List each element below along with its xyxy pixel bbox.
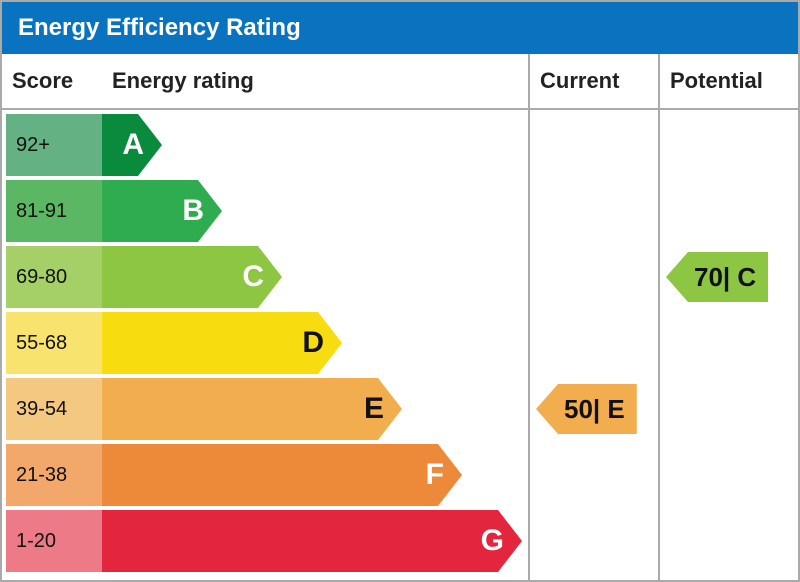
score-range: 1-20 [6,510,102,572]
rating-row-c: 69-80C [6,246,528,308]
score-range: 69-80 [6,246,102,308]
pointers-area: 50| E 70| C [528,110,798,580]
score-range: 39-54 [6,378,102,440]
score-range: 55-68 [6,312,102,374]
rating-bar-d: D [102,312,342,374]
rating-row-a: 92+A [6,114,528,176]
current-column: 50| E [528,110,658,580]
score-range: 21-38 [6,444,102,506]
rating-bar-f: F [102,444,462,506]
rating-bar-e: E [102,378,402,440]
rating-row-b: 81-91B [6,180,528,242]
col-header-potential: Potential [658,54,798,108]
potential-column: 70| C [658,110,798,580]
chart-body: 92+A81-91B69-80C55-68D39-54E21-38F1-20G … [2,110,798,580]
rating-bars-area: 92+A81-91B69-80C55-68D39-54E21-38F1-20G [2,110,528,580]
rating-row-d: 55-68D [6,312,528,374]
chart-title: Energy Efficiency Rating [2,2,798,54]
energy-rating-chart: Energy Efficiency Rating Score Energy ra… [0,0,800,582]
col-header-current: Current [528,54,658,108]
rating-bar-c: C [102,246,282,308]
col-header-rating: Energy rating [102,54,528,108]
score-range: 81-91 [6,180,102,242]
current-pointer: 50| E [536,384,637,434]
rating-bar-b: B [102,180,222,242]
score-range: 92+ [6,114,102,176]
rating-bar-a: A [102,114,162,176]
rating-bar-g: G [102,510,522,572]
columns-header: Score Energy rating Current Potential [2,54,798,110]
col-header-score: Score [2,54,102,108]
rating-row-g: 1-20G [6,510,528,572]
rating-row-f: 21-38F [6,444,528,506]
potential-pointer: 70| C [666,252,768,302]
rating-row-e: 39-54E [6,378,528,440]
